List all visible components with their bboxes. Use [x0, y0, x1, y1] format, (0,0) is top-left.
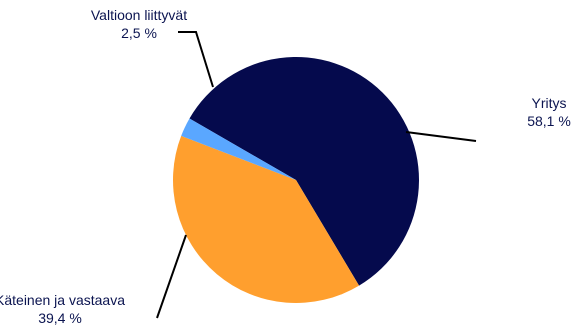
- leader-line-3: [178, 31, 214, 88]
- pie-slice-1: [189, 57, 419, 286]
- leader-line-2: [156, 234, 187, 319]
- leader-line-1: [405, 131, 477, 142]
- slice-value: 2,5 %: [121, 25, 157, 41]
- slice-labels: Yritys 58,1 % Käteinen ja vastaava 39,4 % Va…: [0, 7, 571, 326]
- slice-label-3: Valtioon liittyvät 2,5 %: [91, 7, 187, 41]
- slice-value: 39,4 %: [38, 310, 82, 326]
- slice-label-2: Käteinen ja vastaava 39,4 %: [0, 292, 125, 326]
- pie-slices: [172, 57, 419, 304]
- leader-lines: [156, 31, 477, 319]
- slice-name: Käteinen ja vastaava: [0, 292, 125, 308]
- slice-name: Valtioon liittyvät: [91, 7, 187, 23]
- pie-slice-3: [181, 118, 296, 180]
- pie-slice-2: [172, 135, 360, 304]
- slice-name: Yritys: [532, 95, 567, 111]
- slice-value: 58,1 %: [527, 113, 571, 129]
- slice-label-1: Yritys 58,1 %: [527, 95, 571, 129]
